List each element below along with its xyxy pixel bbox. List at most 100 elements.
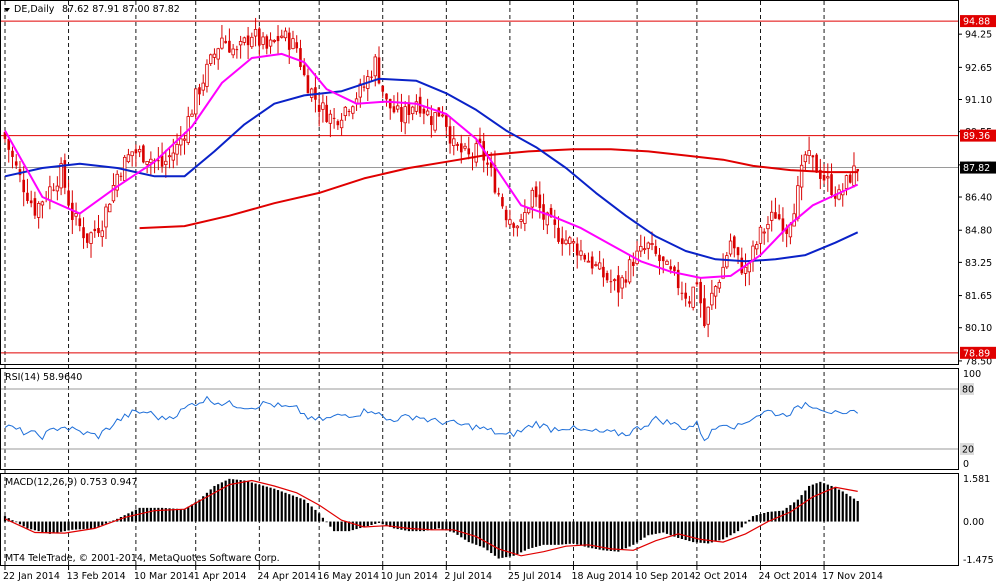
macd-bar (538, 521, 541, 546)
candle-body-down (815, 154, 818, 173)
candle-body-up (100, 230, 104, 238)
macd-bar (437, 521, 440, 529)
candle-body-down (381, 85, 385, 92)
macd-bar (108, 521, 111, 523)
macd-bar (82, 521, 85, 530)
candle-body-down (445, 115, 448, 127)
candle-body-down (538, 194, 542, 209)
candle-body-up (579, 250, 583, 256)
candle-body-up (799, 164, 804, 188)
macd-bar (194, 502, 197, 522)
macd-bar (422, 521, 425, 532)
macd-bar (475, 521, 478, 545)
candle-body-down (688, 301, 691, 304)
macd-bar (744, 521, 747, 524)
macd-bar (568, 521, 571, 544)
candle-body-up (48, 186, 52, 201)
candle-body-up (231, 48, 235, 56)
time-tick-label: 2 Jul 2014 (444, 571, 492, 582)
moving-averages (4, 52, 859, 279)
macd-bar (336, 521, 339, 532)
macd-bar (362, 521, 366, 528)
candle-body-down (362, 86, 366, 88)
candle-body-down (560, 238, 564, 245)
macd-bar (800, 495, 803, 522)
macd-bar (134, 509, 137, 522)
macd-bar (333, 521, 336, 532)
candle-body-down (119, 175, 123, 177)
time-tick-label: 13 Feb 2014 (67, 571, 126, 582)
macd-label: MACD(12,26,9) 0.753 0.947 (5, 477, 138, 488)
macd-bar (456, 521, 459, 535)
candle-body-up (474, 143, 478, 163)
candle-body-down (430, 116, 433, 126)
macd-bar (37, 521, 40, 532)
macd-bar (217, 484, 220, 522)
macd-bar (594, 521, 598, 549)
macd-bar (669, 521, 672, 536)
macd-bar (781, 510, 785, 522)
macd-bar (101, 521, 104, 526)
macd-bar (576, 521, 579, 545)
candle-body-up (220, 37, 224, 49)
candle-body-up (852, 165, 856, 186)
macd-bar (822, 483, 826, 522)
macd-bar (385, 521, 388, 526)
macd-bar (819, 481, 822, 522)
candle-body-up (721, 266, 725, 279)
candle-body-down (497, 193, 500, 195)
candle-body-up (515, 225, 520, 229)
macd-bar (621, 521, 624, 550)
candle-body-down (703, 298, 706, 327)
macd-bar (463, 521, 467, 540)
macd-bar (67, 521, 70, 531)
candle-body-up (328, 113, 333, 124)
macd-bar (288, 494, 291, 522)
current-price-badge (960, 161, 996, 174)
candle-body-down (33, 198, 37, 216)
macd-bar (329, 521, 332, 527)
price-tick-label: 86.40 (965, 193, 992, 204)
price-tick-label: 78.50 (965, 356, 992, 367)
macd-bar (228, 478, 231, 522)
macd-bar (190, 504, 194, 522)
candle-body-down (287, 32, 291, 50)
rsi-level-badge (960, 383, 974, 395)
candle-body-down (493, 164, 497, 193)
level-badge-label: 78.89 (963, 348, 990, 359)
candle-body-down (680, 292, 684, 294)
time-tick-label: 22 Jan 2014 (3, 571, 60, 582)
candle-body-down (605, 273, 609, 281)
candle-body-up (519, 219, 523, 222)
candle-body-down (3, 132, 7, 140)
candle-body-down (632, 261, 635, 266)
macd-bar (579, 521, 583, 546)
candle-body-down (617, 275, 620, 293)
macd-bar (710, 521, 713, 543)
candle-body-up (108, 203, 112, 213)
macd-bar (33, 521, 37, 531)
macd-bar (639, 521, 642, 541)
dropdown-triangle-icon[interactable] (4, 8, 10, 12)
candle-body-down (14, 161, 18, 166)
macd-bar (763, 512, 766, 522)
candle-body-up (175, 143, 179, 155)
macd-bar (493, 521, 497, 556)
candle-body-up (351, 106, 355, 114)
candle-body-down (347, 110, 351, 112)
candle-body-up (844, 175, 849, 189)
candle-body-up (242, 37, 247, 43)
macd-bar (381, 521, 384, 525)
candle-body-up (395, 105, 400, 110)
time-tick-label: 18 Aug 2014 (571, 571, 632, 582)
macd-indicator: 1.581 0.00 -1.475 (3, 474, 994, 566)
macd-bar (243, 480, 246, 522)
candle-body-up (205, 63, 209, 87)
candle-body-down (302, 65, 306, 76)
macd-bar (314, 509, 317, 522)
macd-bar (583, 521, 586, 547)
macd-bar (497, 521, 500, 559)
macd-bar (531, 521, 534, 548)
macd-bar (460, 521, 463, 538)
